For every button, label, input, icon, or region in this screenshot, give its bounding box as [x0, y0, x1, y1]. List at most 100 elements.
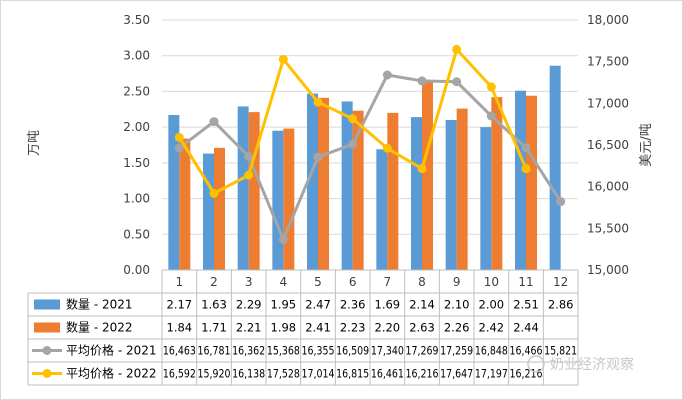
- x-tick-label: 4: [280, 275, 288, 289]
- x-tick-label: 3: [245, 275, 253, 289]
- bar-2021: [307, 93, 318, 270]
- axes: 0.00 0.50 1.00 1.50 2.00 2.50 3.00 3.50 15,000 15…: [123, 13, 629, 277]
- x-tick-label: 10: [484, 275, 499, 289]
- data-label: 16,216: [406, 367, 439, 381]
- data-label: 1.84: [167, 321, 193, 335]
- data-label: 16,466: [510, 344, 543, 358]
- y-right-tick-label: 15,000: [587, 263, 629, 277]
- price-point-2021: [209, 117, 219, 127]
- wechat-icon: [527, 355, 545, 373]
- x-tick-label: 11: [518, 275, 533, 289]
- y-right-axis-title: 美元/吨: [639, 123, 654, 166]
- bar-2022: [318, 97, 329, 270]
- x-tick-label: 5: [314, 275, 322, 289]
- data-label: 2.10: [444, 298, 470, 312]
- data-label: 16,781: [198, 344, 231, 358]
- data-label: 16,463: [163, 344, 196, 358]
- data-label: 1.71: [201, 321, 227, 335]
- price-line-2021: [178, 73, 562, 241]
- data-label: 17,340: [371, 344, 404, 358]
- price-point-2021: [486, 111, 496, 121]
- price-point-2022: [209, 188, 219, 198]
- bar-2021: [168, 115, 180, 270]
- legend-swatch: [34, 322, 60, 333]
- y-left-tick-label: 2.00: [123, 120, 150, 134]
- price-point-2022: [452, 44, 462, 54]
- data-label: 15,920: [198, 367, 231, 381]
- watermark: 奶业经济观察: [527, 355, 634, 373]
- data-label: 1.98: [271, 321, 297, 335]
- legend-marker: [42, 346, 52, 355]
- bar-2022: [179, 138, 191, 270]
- data-label: 2.44: [513, 321, 539, 335]
- bar-2021: [411, 117, 422, 271]
- data-label: 1.95: [271, 298, 297, 312]
- price-point-2021: [313, 152, 323, 162]
- y-left-tick-label: 2.50: [123, 84, 150, 98]
- bar-2022: [214, 147, 225, 270]
- legend-label: 数量 - 2021: [66, 297, 133, 312]
- y-left-tick-label: 3.00: [123, 49, 150, 63]
- x-tick-label: 1: [176, 275, 184, 289]
- data-label: 2.21: [236, 321, 262, 335]
- bar-2022: [491, 97, 503, 271]
- legend-label: 平均价格 - 2021: [66, 343, 157, 358]
- legend-label: 数量 - 2022: [66, 320, 133, 335]
- bar-2022: [352, 110, 364, 270]
- bar-2021: [341, 101, 353, 270]
- y-left-tick-label: 0.50: [123, 227, 150, 241]
- data-label: 2.41: [305, 321, 331, 335]
- y-right-tick-label: 17,000: [587, 96, 629, 110]
- data-label: 2.23: [340, 321, 366, 335]
- data-label: 16,848: [475, 344, 508, 358]
- y-left-tick-label: 1.00: [123, 192, 150, 206]
- data-label: 1.69: [375, 298, 401, 312]
- bar-2021: [237, 106, 249, 270]
- price-point-2021: [556, 197, 566, 207]
- bar-2022: [248, 112, 260, 271]
- price-point-2022: [244, 170, 254, 180]
- lines: [174, 44, 566, 244]
- price-point-2022: [278, 54, 288, 64]
- data-label: 17,197: [475, 367, 508, 381]
- bar-2021: [480, 127, 492, 271]
- bar-2021: [376, 149, 388, 270]
- legend-swatch: [34, 299, 60, 310]
- data-label: 16,355: [302, 344, 335, 358]
- data-label: 2.14: [409, 298, 435, 312]
- data-label: 1.63: [201, 298, 227, 312]
- bar-2021: [203, 153, 214, 270]
- bar-2022: [526, 95, 537, 270]
- x-tick-label: 8: [418, 275, 426, 289]
- x-tick-label: 6: [349, 275, 357, 289]
- price-point-2022: [348, 114, 358, 124]
- data-label: 2.51: [513, 298, 539, 312]
- data-label: 17,528: [267, 367, 300, 381]
- price-point-2021: [348, 139, 358, 149]
- y-right-tick-label: 17,500: [587, 55, 629, 69]
- data-label: 16,461: [371, 367, 404, 381]
- legend-marker: [42, 369, 52, 378]
- data-label: 2.36: [340, 298, 366, 312]
- price-point-2021: [452, 77, 462, 87]
- price-point-2021: [278, 234, 288, 244]
- price-point-2022: [174, 132, 184, 142]
- y-right-tick-label: 16,000: [587, 180, 629, 194]
- bars: [168, 65, 561, 271]
- data-label: 16,592: [163, 367, 196, 381]
- data-label: 2.63: [409, 321, 435, 335]
- price-point-2021: [174, 143, 184, 153]
- data-label: 16,362: [232, 344, 265, 358]
- price-point-2021: [417, 76, 427, 86]
- data-label: 17,647: [440, 367, 473, 381]
- bar-2022: [422, 82, 433, 271]
- bar-2021: [549, 65, 561, 270]
- price-point-2022: [382, 143, 392, 153]
- bar-2021: [515, 90, 526, 270]
- bar-2022: [456, 108, 468, 270]
- data-label: 2.17: [167, 298, 193, 312]
- data-label: 17,269: [406, 344, 439, 358]
